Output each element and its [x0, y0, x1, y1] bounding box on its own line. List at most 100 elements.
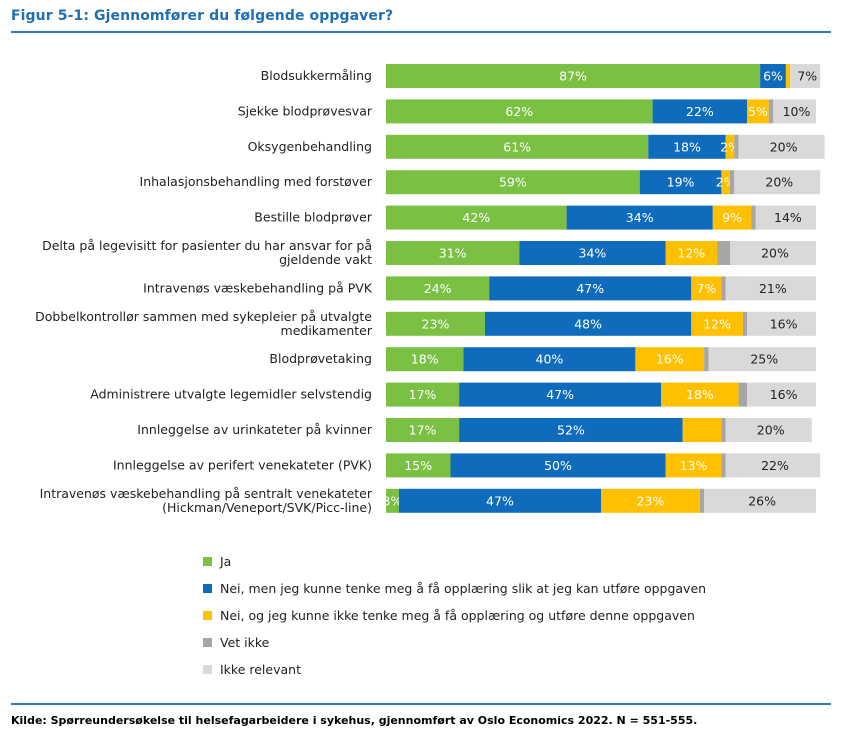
- legend-label: Nei, men jeg kunne tenke meg å få opplær…: [220, 581, 707, 596]
- legend-item: Nei, men jeg kunne tenke meg å få opplær…: [203, 575, 706, 602]
- bar-segment: [519, 241, 666, 265]
- bar-segment: [785, 64, 791, 88]
- bar-segment: [760, 64, 786, 88]
- data-label: 17%: [409, 387, 437, 402]
- data-label: 25%: [750, 352, 778, 367]
- bar-segment: [747, 382, 816, 407]
- data-label: 34%: [626, 210, 654, 225]
- bar-segment: [386, 276, 490, 301]
- data-label: 19%: [667, 175, 695, 190]
- bar-segment: [725, 134, 735, 159]
- category-label: Delta på legevisitt for pasienter du har…: [42, 238, 372, 267]
- data-label: 16%: [770, 316, 798, 331]
- bar-segment: [725, 453, 821, 478]
- data-label: 61%: [503, 139, 531, 154]
- data-label: 50%: [544, 458, 572, 473]
- category-label: Sjekke blodprøvesvar: [238, 103, 373, 118]
- bar-segment: [386, 241, 520, 265]
- bar-segment: [665, 241, 718, 265]
- category-label: Inhalasjonsbehandling med forstøver: [140, 174, 373, 189]
- bar-segment: [712, 205, 752, 230]
- data-label: 48%: [574, 316, 602, 331]
- data-label: 62%: [505, 104, 533, 119]
- data-label: 3%: [383, 493, 403, 508]
- category-label: Administrere utvalgte legemidler selvste…: [90, 387, 372, 402]
- bar-segment: [691, 276, 722, 301]
- bar-segment: [566, 205, 713, 230]
- data-label: 20%: [770, 139, 798, 154]
- category-label: Bestille blodprøver: [254, 210, 373, 225]
- bar-segment: [682, 418, 722, 442]
- bar-segment: [747, 311, 816, 336]
- bar-segment: [386, 170, 640, 195]
- data-label: 47%: [546, 387, 574, 402]
- bar-segment: [386, 64, 761, 88]
- data-label: 26%: [748, 493, 776, 508]
- legend-item: Nei, og jeg kunne ikke tenke meg å få op…: [203, 602, 706, 629]
- category-label: Dobbelkontrollør sammen med sykepleier p…: [35, 309, 373, 338]
- bar-segment: [661, 382, 739, 407]
- data-label: 17%: [409, 423, 437, 438]
- data-label: 12%: [677, 246, 705, 261]
- source-note: Kilde: Spørreundersøkelse til helsefagar…: [11, 714, 698, 727]
- bar-segment: [721, 418, 726, 442]
- legend-swatch: [203, 638, 212, 647]
- bar-segment: [386, 382, 460, 407]
- bar-segment: [730, 241, 816, 265]
- data-label: 42%: [462, 210, 490, 225]
- bar-segment: [747, 99, 769, 124]
- data-label: 47%: [486, 493, 514, 508]
- figure-title: Figur 5-1: Gjennomfører du følgende oppg…: [11, 8, 394, 24]
- category-label: Blodprøvetaking: [269, 351, 372, 366]
- bar-segment: [704, 488, 816, 513]
- data-label: 52%: [557, 423, 585, 438]
- data-label: 20%: [757, 423, 785, 438]
- bar-segment: [463, 347, 636, 372]
- data-label: 24%: [424, 281, 452, 296]
- data-label: 47%: [576, 281, 604, 296]
- bar-segment: [721, 170, 730, 195]
- legend-label: Ja: [220, 554, 232, 569]
- bar-segment: [386, 347, 464, 372]
- bar-segment: [459, 418, 683, 442]
- bar-segment: [601, 488, 700, 513]
- category-label: Oksygenbehandling: [248, 139, 372, 154]
- category-label: Innleggelse av urinkateter på kvinner: [137, 422, 373, 437]
- bar-segment: [768, 99, 773, 124]
- data-label: 16%: [656, 352, 684, 367]
- bar-segment: [386, 134, 649, 159]
- bar-segment: [639, 170, 722, 195]
- bar-segment: [652, 99, 748, 124]
- category-label: Blodsukkermåling: [261, 68, 372, 83]
- legend-item: Vet ikke: [203, 629, 706, 656]
- bar-segment: [721, 276, 726, 301]
- data-label: 18%: [411, 352, 439, 367]
- legend-swatch: [203, 665, 212, 674]
- bar-segment: [398, 488, 601, 513]
- bar-segment: [386, 488, 399, 513]
- data-label: 16%: [770, 387, 798, 402]
- data-label: 20%: [765, 175, 793, 190]
- bar-segment: [742, 311, 748, 336]
- bar-segment: [738, 382, 748, 407]
- data-label: 87%: [559, 69, 587, 84]
- data-label: 22%: [761, 458, 789, 473]
- category-label: Intravenøs væskebehandling på PVK: [143, 280, 373, 295]
- data-label: 14%: [774, 210, 802, 225]
- data-label: 18%: [686, 387, 714, 402]
- data-label: 10%: [783, 104, 811, 119]
- legend-item: Ikke relevant: [203, 656, 706, 683]
- data-label: 40%: [536, 352, 564, 367]
- data-label: 23%: [422, 316, 450, 331]
- bar-segment: [725, 418, 812, 442]
- bar-segment: [648, 134, 726, 159]
- legend-swatch: [203, 584, 212, 593]
- bar-segment: [790, 64, 821, 88]
- bar-segment: [734, 134, 739, 159]
- bar-segment: [691, 311, 743, 336]
- data-label: 21%: [759, 281, 787, 296]
- bar-segment: [386, 99, 653, 124]
- legend-item: Ja: [203, 548, 706, 575]
- bar-segment: [699, 488, 705, 513]
- data-label: 7%: [797, 69, 817, 84]
